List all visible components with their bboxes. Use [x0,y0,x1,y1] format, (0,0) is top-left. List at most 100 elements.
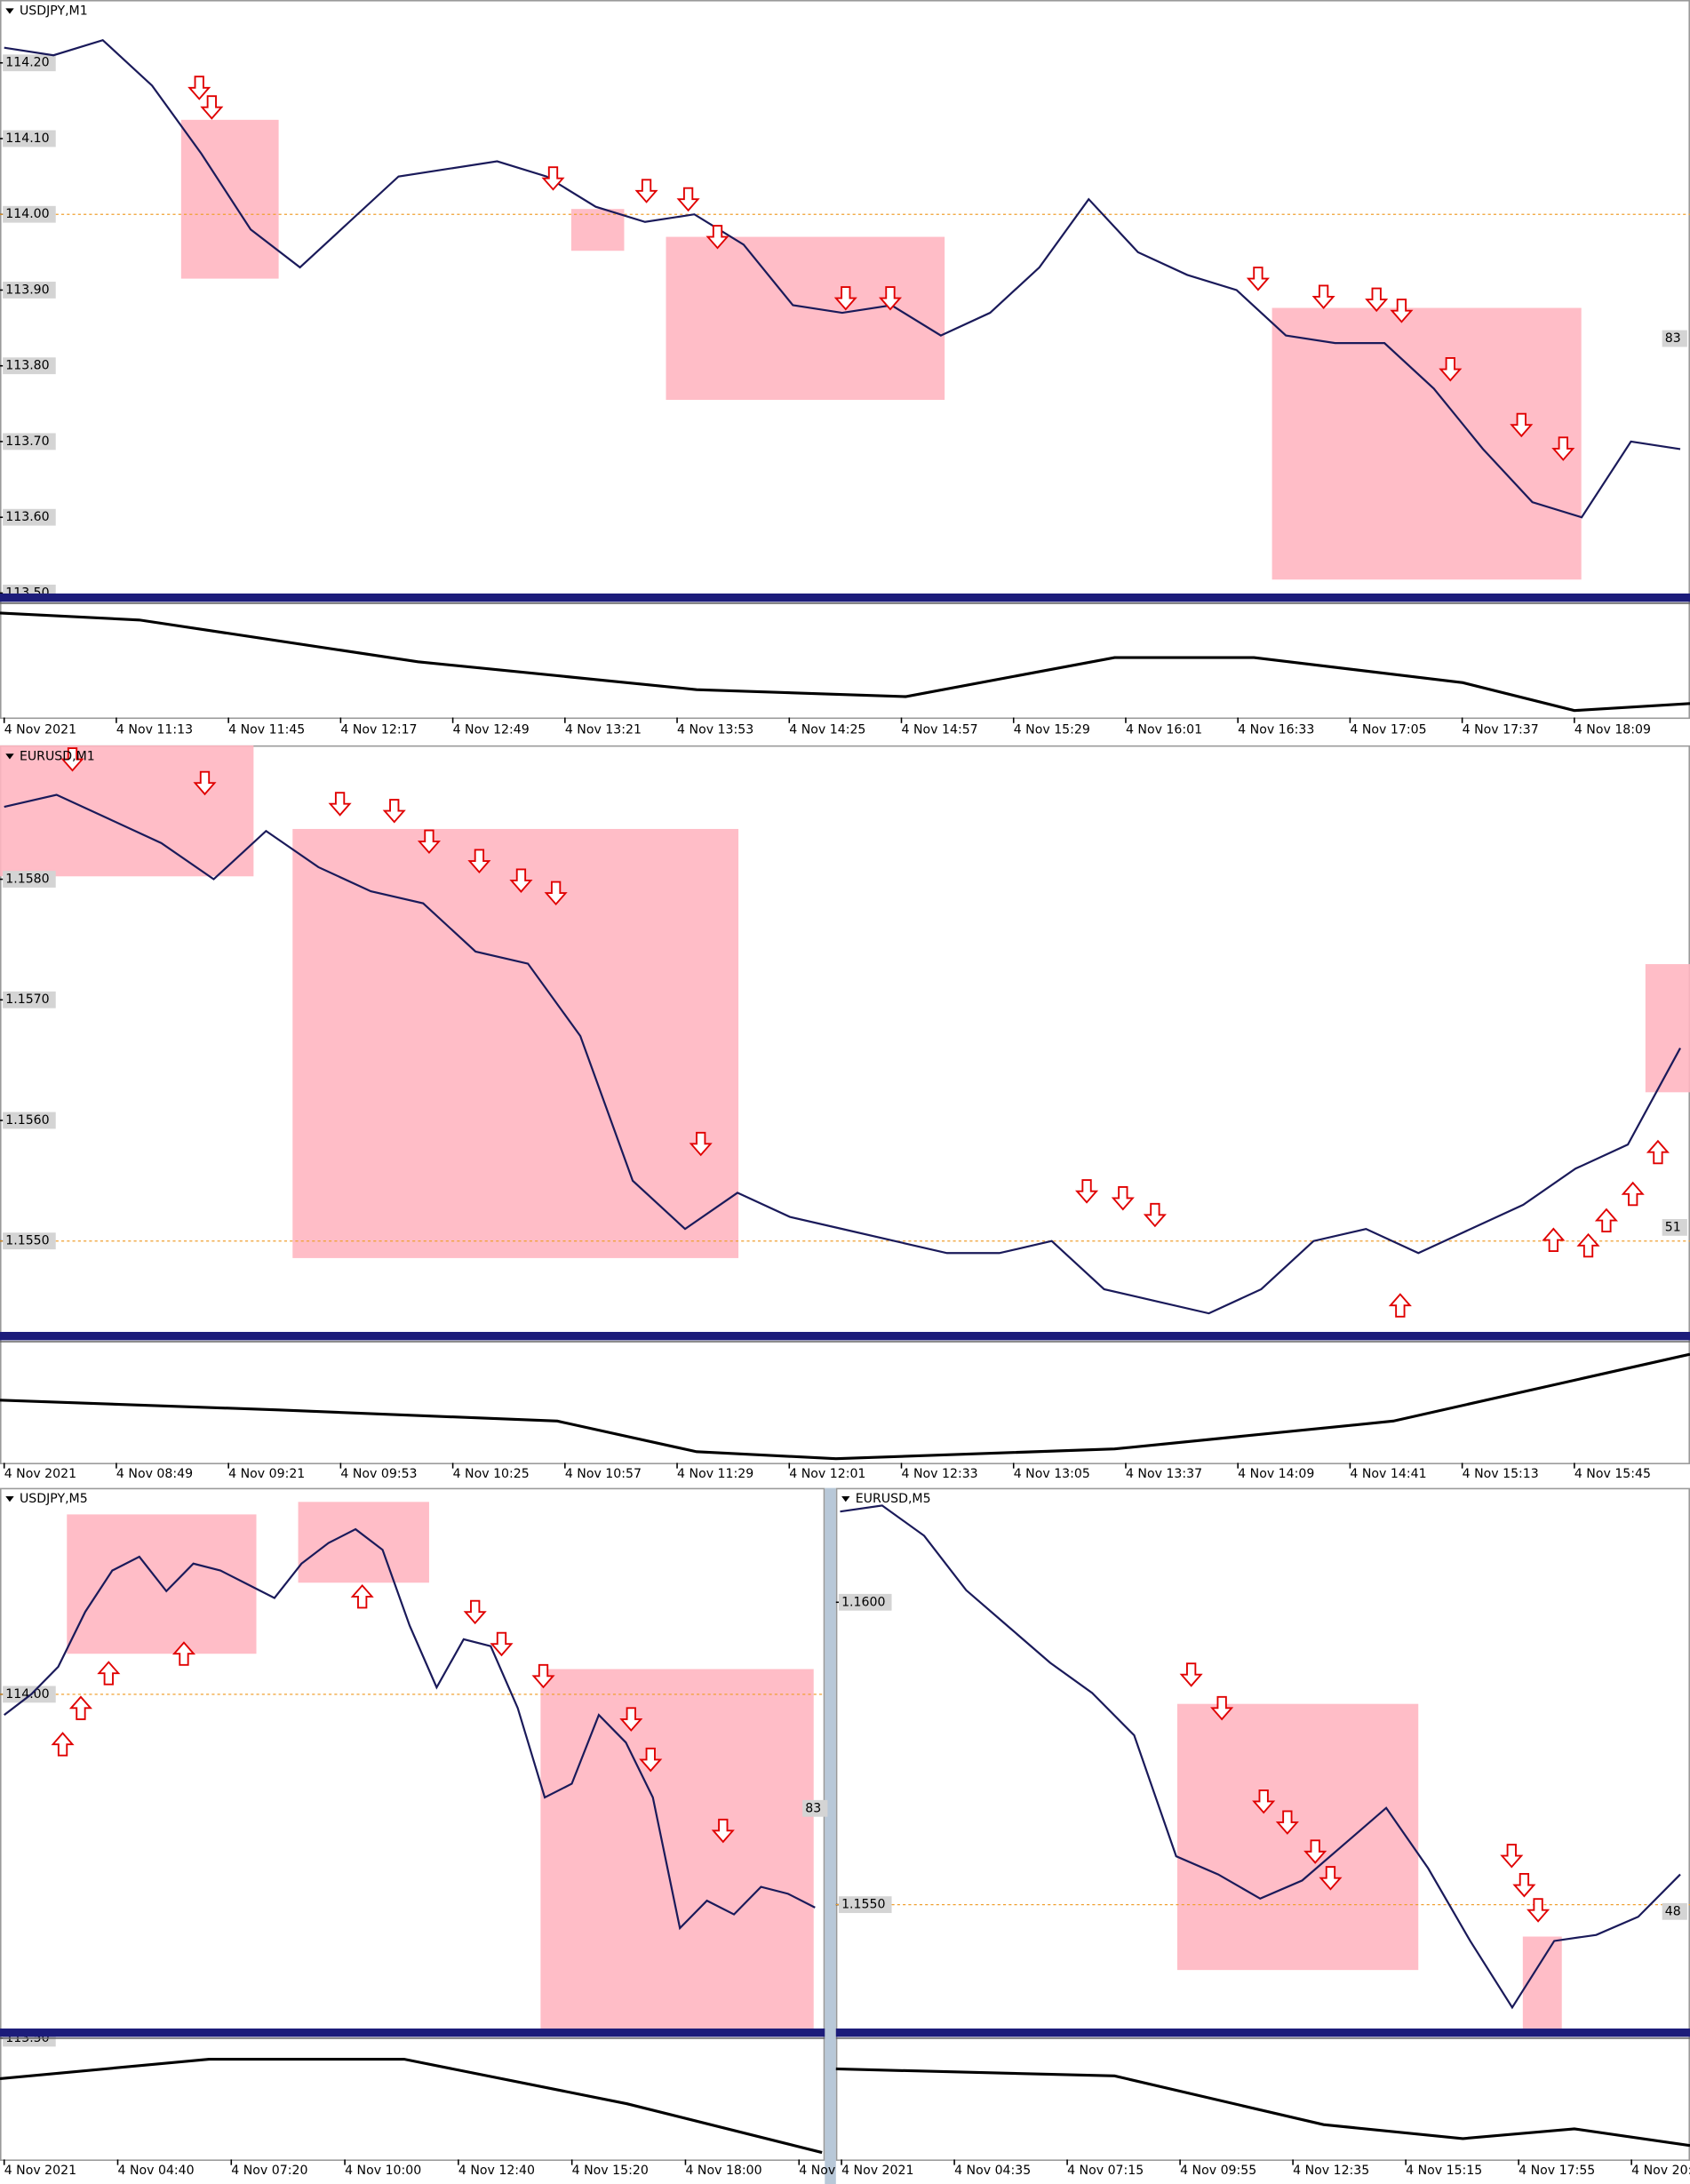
time-label: 4 Nov 10:57 [565,1467,642,1481]
signal-arrow-down [639,1747,663,1773]
price-label-bg [3,1686,56,1703]
time-strip [0,1332,1690,1341]
signal-arrow-down [1510,412,1534,438]
price-label: 114.20 [5,56,49,70]
signal-arrow-down [60,747,84,772]
price-label-bg [3,871,56,888]
side-label-bg [1662,330,1687,347]
price-label-bg [838,1593,892,1611]
signal-arrow-down [509,868,533,893]
price-line [4,38,1681,519]
signal-arrow-down [417,829,441,855]
zone-highlight [1176,1703,1419,1971]
price-label-bg [3,508,56,526]
panel-title: EURUSD,M5 [856,1492,931,1506]
indicator-line [835,2067,1690,2148]
signal-arrow-down [833,286,857,311]
signal-arrow-down [1246,267,1270,291]
time-label: 4 Nov 12:33 [902,1467,978,1481]
signal-arrow-down [711,1818,735,1844]
panel-frame [0,745,1690,1464]
signal-arrow-up [1388,1293,1412,1318]
zone-highlight [666,236,945,401]
panel-frame [0,1487,825,2161]
panel-title: USDJPY,M1 [20,4,88,19]
zone-highlight [1271,307,1582,580]
price-label-bg [3,54,56,72]
signal-arrow-down [193,770,217,796]
time-label: 4 Nov 12:40 [458,2164,535,2178]
price-label: 114.00 [5,1687,49,1702]
time-label: 4 Nov 08:49 [116,1467,193,1481]
signal-arrow-down [1365,287,1389,313]
side-label: 48 [1665,1904,1681,1918]
signal-arrow-up [1542,1227,1566,1253]
time-label: 4 Nov 15:29 [1014,723,1090,737]
time-label: 4 Nov 13:21 [565,723,642,737]
price-label: 1.1580 [5,873,49,887]
signal-arrow-down [1512,1873,1536,1898]
signal-arrow-down [634,179,658,203]
signal-arrow-down [1500,1844,1524,1869]
chart-panel: 114.20 114.10 114.00 113.90 113.80 113.70 113.… [0,0,1690,737]
time-label: 4 Nov 07:15 [1067,2164,1144,2178]
time-label: 4 Nov 12:01 [789,1467,865,1481]
price-label-bg [3,433,56,450]
panel-menu-icon [5,753,14,760]
price-label-bg [3,1112,56,1129]
price-label-bg [3,991,56,1008]
time-label: 4 Nov 15:45 [1574,1467,1651,1481]
side-label-bg [1662,1219,1687,1236]
side-label-bg [1662,1902,1687,1920]
price-label-bg [3,130,56,147]
price-label: 113.70 [5,434,49,449]
time-label: 4 Nov 12:35 [1293,2164,1369,2178]
panel-frame [835,1487,1690,2161]
side-label: 83 [805,1801,821,1815]
signal-arrow-down [619,1707,643,1732]
time-label: 4 Nov 09:21 [228,1467,305,1481]
signal-arrow-down [1390,299,1414,323]
time-label: 4 Nov 13:05 [1014,1467,1090,1481]
side-label-bg [802,1799,828,1817]
signal-arrow-down [1252,1789,1276,1814]
price-label: 114.00 [5,207,49,221]
time-label: 4 Nov 04:40 [117,2164,194,2178]
signal-arrow-down [1075,1179,1099,1204]
zone-highlight [292,828,739,1258]
signal-arrow-up [171,1641,196,1666]
time-label: 4 Nov 17:55 [1519,2164,1595,2178]
signal-arrow-up [51,1732,75,1757]
signal-arrow-down [1319,1866,1343,1891]
price-label: 113.90 [5,283,49,297]
indicator-line [0,2057,823,2155]
time-label: 4 Nov 15:13 [1463,1467,1539,1481]
time-label: 4 Nov 17:05 [1350,723,1426,737]
signal-arrow-down [187,76,211,100]
panel-frame [0,0,1690,720]
time-label: 4 Nov 10:25 [453,1467,530,1481]
time-label: 4 Nov 14:57 [902,723,978,737]
signal-arrow-down [544,881,568,906]
signal-arrow-down [467,849,491,873]
signal-arrow-up [350,1583,374,1609]
time-strip [835,2029,1690,2037]
chart-panel: 1.1600 1.1550 EURUSD,M5 48 4 Nov 2021 4 Nov 0… [835,1487,1690,2178]
price-label: 114.10 [5,132,49,146]
time-label: 4 Nov 11:45 [228,723,305,737]
price-label: 1.1600 [841,1595,885,1609]
signal-arrow-up [1646,1139,1670,1165]
time-label: 4 Nov 13:53 [677,723,753,737]
time-label: 4 Nov 14:09 [1238,1467,1314,1481]
signal-arrow-down [382,799,406,824]
time-label: 4 Nov 09:53 [340,1467,417,1481]
time-label: 4 Nov 16:01 [1126,723,1202,737]
signal-arrow-down [689,1131,713,1157]
time-label: 4 Nov 13:37 [1126,1467,1202,1481]
zone-highlight [0,745,254,877]
splitter[interactable] [825,1487,836,2184]
signal-arrow-down [1275,1810,1299,1835]
